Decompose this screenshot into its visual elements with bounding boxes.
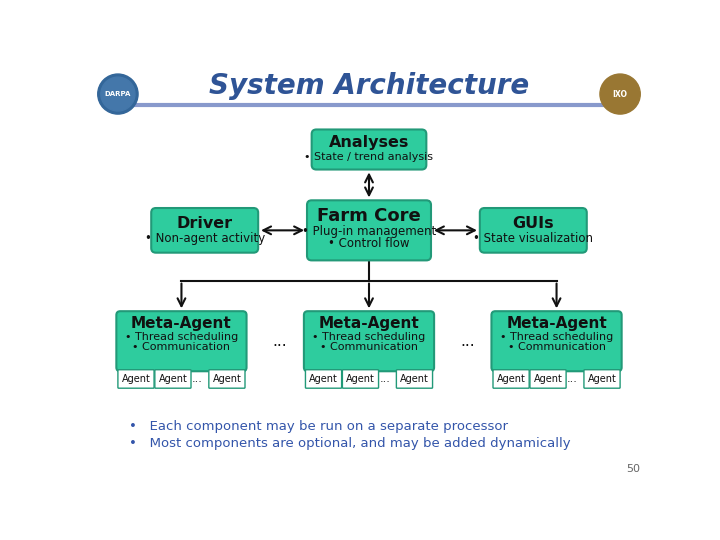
- FancyBboxPatch shape: [584, 370, 620, 388]
- Text: Agent: Agent: [588, 374, 616, 384]
- FancyBboxPatch shape: [530, 370, 566, 388]
- FancyBboxPatch shape: [151, 208, 258, 253]
- Text: • Control flow: • Control flow: [328, 237, 410, 250]
- Text: Agent: Agent: [158, 374, 187, 384]
- Text: DARPA: DARPA: [104, 91, 131, 97]
- Text: • State / trend analysis: • State / trend analysis: [305, 152, 433, 162]
- FancyBboxPatch shape: [209, 370, 245, 388]
- FancyBboxPatch shape: [493, 370, 529, 388]
- Text: Agent: Agent: [497, 374, 526, 384]
- Text: • Plug-in management: • Plug-in management: [302, 225, 436, 238]
- Text: Agent: Agent: [534, 374, 562, 384]
- FancyBboxPatch shape: [305, 370, 341, 388]
- Text: • Non-agent activity: • Non-agent activity: [145, 232, 265, 245]
- FancyBboxPatch shape: [343, 370, 379, 388]
- Text: ...: ...: [567, 374, 577, 384]
- Circle shape: [600, 74, 640, 114]
- Text: Agent: Agent: [212, 374, 241, 384]
- Circle shape: [98, 74, 138, 114]
- FancyBboxPatch shape: [312, 130, 426, 170]
- Text: Farm Core: Farm Core: [317, 207, 421, 226]
- FancyBboxPatch shape: [480, 208, 587, 253]
- FancyBboxPatch shape: [307, 200, 431, 260]
- Text: ...: ...: [460, 334, 474, 349]
- Text: •   Most components are optional, and may be added dynamically: • Most components are optional, and may …: [129, 437, 570, 450]
- Text: Agent: Agent: [400, 374, 429, 384]
- Text: • Communication: • Communication: [320, 342, 418, 353]
- Text: Meta-Agent: Meta-Agent: [319, 316, 419, 331]
- FancyBboxPatch shape: [304, 311, 434, 372]
- Text: Agent: Agent: [346, 374, 375, 384]
- Text: ...: ...: [192, 374, 202, 384]
- Text: • Communication: • Communication: [132, 342, 230, 353]
- FancyBboxPatch shape: [397, 370, 433, 388]
- Text: Analyses: Analyses: [329, 135, 409, 150]
- Text: • Thread scheduling: • Thread scheduling: [500, 332, 613, 342]
- Text: • State visualization: • State visualization: [473, 232, 593, 245]
- Text: • Thread scheduling: • Thread scheduling: [312, 332, 426, 342]
- Text: Meta-Agent: Meta-Agent: [506, 316, 607, 331]
- Text: Agent: Agent: [122, 374, 150, 384]
- Text: • Thread scheduling: • Thread scheduling: [125, 332, 238, 342]
- Text: • Communication: • Communication: [508, 342, 606, 353]
- FancyBboxPatch shape: [118, 370, 154, 388]
- Text: Driver: Driver: [176, 216, 233, 231]
- Text: ...: ...: [273, 334, 287, 349]
- Text: •   Each component may be run on a separate processor: • Each component may be run on a separat…: [129, 420, 508, 433]
- Circle shape: [101, 77, 135, 111]
- Text: Meta-Agent: Meta-Agent: [131, 316, 232, 331]
- Text: GUIs: GUIs: [513, 216, 554, 231]
- FancyBboxPatch shape: [117, 311, 246, 372]
- Text: IXO: IXO: [613, 90, 628, 99]
- Text: 50: 50: [626, 464, 640, 475]
- Text: ...: ...: [379, 374, 390, 384]
- FancyBboxPatch shape: [155, 370, 191, 388]
- Text: Agent: Agent: [309, 374, 338, 384]
- FancyBboxPatch shape: [492, 311, 621, 372]
- Text: System Architecture: System Architecture: [209, 72, 529, 100]
